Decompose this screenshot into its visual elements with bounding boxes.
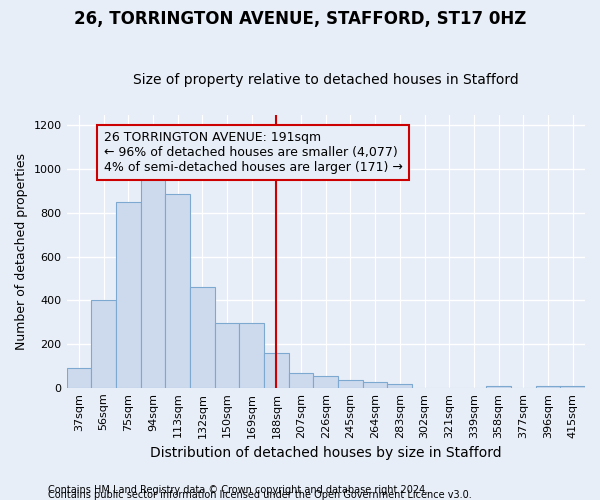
Bar [338,380,363,388]
Text: 26, TORRINGTON AVENUE, STAFFORD, ST17 0HZ: 26, TORRINGTON AVENUE, STAFFORD, ST17 0H… [74,10,526,28]
X-axis label: Distribution of detached houses by size in Stafford: Distribution of detached houses by size … [150,446,502,460]
Bar [486,386,511,388]
Bar [239,324,264,388]
Text: 26 TORRINGTON AVENUE: 191sqm
← 96% of detached houses are smaller (4,077)
4% of : 26 TORRINGTON AVENUE: 191sqm ← 96% of de… [104,131,403,174]
Bar [91,300,116,388]
Text: Contains HM Land Registry data © Crown copyright and database right 2024.: Contains HM Land Registry data © Crown c… [48,485,428,495]
Bar [165,194,190,388]
Y-axis label: Number of detached properties: Number of detached properties [15,152,28,350]
Bar [140,177,165,388]
Bar [536,386,560,388]
Text: Contains public sector information licensed under the Open Government Licence v3: Contains public sector information licen… [48,490,472,500]
Bar [215,324,239,388]
Bar [289,372,313,388]
Bar [264,353,289,388]
Bar [67,368,91,388]
Bar [388,384,412,388]
Bar [313,376,338,388]
Bar [560,386,585,388]
Bar [116,202,140,388]
Bar [363,382,388,388]
Bar [190,287,215,388]
Title: Size of property relative to detached houses in Stafford: Size of property relative to detached ho… [133,73,518,87]
